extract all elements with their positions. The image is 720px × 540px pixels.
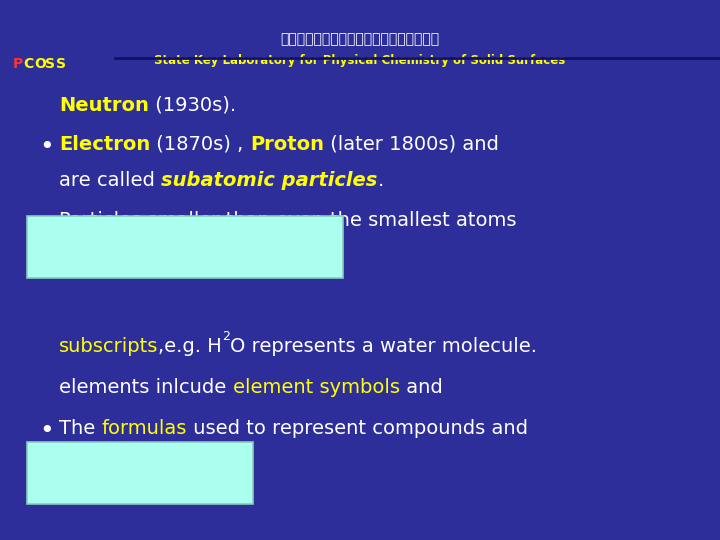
Text: and: and xyxy=(400,378,442,397)
Text: .: . xyxy=(377,171,384,190)
Text: 厦门大学固体表面物理化学国家重点实验室: 厦门大学固体表面物理化学国家重点实验室 xyxy=(280,32,440,46)
Text: (1870s) ,: (1870s) , xyxy=(150,135,250,154)
Text: element symbols: element symbols xyxy=(233,378,400,397)
Text: •: • xyxy=(40,418,54,442)
Text: elements inlcude: elements inlcude xyxy=(59,378,233,397)
Text: subscripts: subscripts xyxy=(59,338,158,356)
Text: The: The xyxy=(59,418,102,437)
Text: C: C xyxy=(23,57,33,71)
Text: subatomic particles: subatomic particles xyxy=(161,171,377,190)
Text: •: • xyxy=(40,135,54,159)
Text: State Key Laboratory for Physical Chemistry of Solid Surfaces: State Key Laboratory for Physical Chemis… xyxy=(154,54,566,67)
Text: Particles smaller than even the smallest atoms: Particles smaller than even the smallest… xyxy=(59,211,516,229)
Text: P: P xyxy=(13,57,23,71)
Text: 3.3  Formulas: 3.3 Formulas xyxy=(41,463,200,483)
Text: S: S xyxy=(56,57,66,71)
Text: O: O xyxy=(34,57,45,71)
Text: Electron: Electron xyxy=(59,135,150,154)
Text: used to represent compounds and: used to represent compounds and xyxy=(187,418,528,437)
Text: ,e.g. H: ,e.g. H xyxy=(158,338,222,356)
Text: O represents a water molecule.: O represents a water molecule. xyxy=(230,338,537,356)
Text: (later 1800s) and: (later 1800s) and xyxy=(324,135,499,154)
Text: (1930s).: (1930s). xyxy=(149,96,236,114)
Text: S: S xyxy=(45,57,55,71)
Text: •: • xyxy=(40,211,54,234)
Text: are called: are called xyxy=(59,171,161,190)
Text: Neutron: Neutron xyxy=(59,96,149,114)
Text: formulas: formulas xyxy=(102,418,187,437)
Text: 3.4 Subatomic particles: 3.4 Subatomic particles xyxy=(41,237,320,257)
Text: Proton: Proton xyxy=(250,135,324,154)
Text: 2: 2 xyxy=(222,330,230,343)
